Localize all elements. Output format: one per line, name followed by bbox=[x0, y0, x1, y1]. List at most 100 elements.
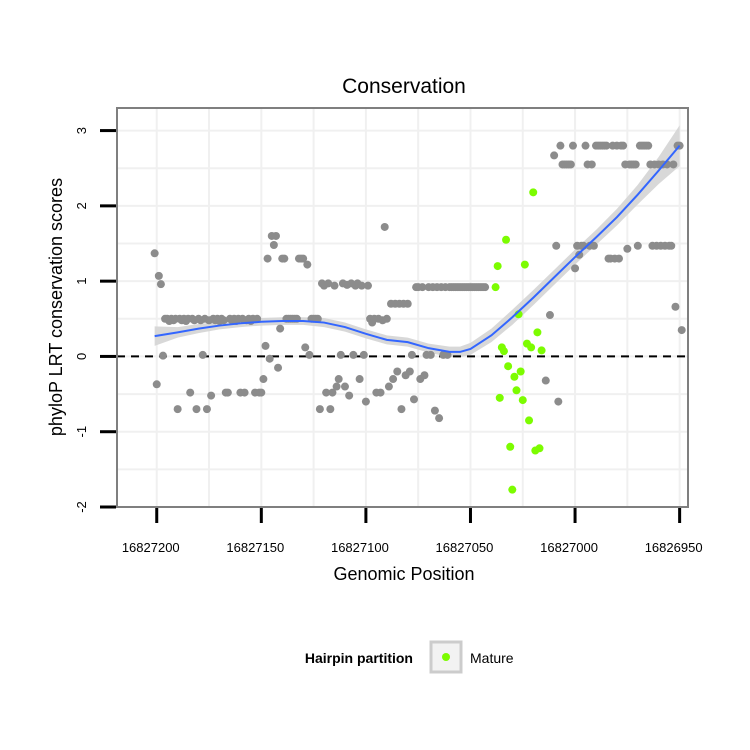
other-point bbox=[430, 406, 439, 415]
other-point bbox=[435, 414, 444, 423]
other-point bbox=[581, 141, 590, 150]
other-point bbox=[614, 254, 623, 263]
other-point bbox=[669, 160, 678, 169]
other-point bbox=[397, 405, 406, 414]
mature-point bbox=[525, 416, 534, 425]
other-point bbox=[361, 397, 370, 406]
other-point bbox=[198, 350, 207, 359]
other-point bbox=[556, 141, 565, 150]
other-point bbox=[154, 271, 163, 280]
y-tick-label: -2 bbox=[74, 501, 89, 513]
x-tick-label: 16827150 bbox=[226, 540, 284, 555]
other-point bbox=[257, 388, 266, 397]
other-point bbox=[481, 283, 490, 292]
other-point bbox=[150, 249, 159, 258]
y-tick-label: 3 bbox=[74, 127, 89, 134]
panel-border bbox=[116, 107, 689, 508]
other-point bbox=[389, 375, 398, 384]
other-point bbox=[301, 343, 310, 352]
x-tick-label: 16827100 bbox=[331, 540, 389, 555]
other-point bbox=[315, 405, 324, 414]
other-point bbox=[340, 382, 349, 391]
other-point bbox=[410, 395, 419, 404]
other-point bbox=[589, 241, 598, 250]
mature-point bbox=[535, 444, 544, 453]
other-point bbox=[322, 388, 331, 397]
other-point bbox=[326, 405, 335, 414]
other-point bbox=[299, 254, 308, 263]
other-point bbox=[633, 241, 642, 250]
y-tick-label: 1 bbox=[74, 278, 89, 285]
other-point bbox=[571, 264, 580, 273]
other-point bbox=[623, 244, 632, 253]
smooth-trend-line bbox=[154, 144, 681, 353]
other-point bbox=[330, 281, 339, 290]
x-tick-label: 16826950 bbox=[645, 540, 703, 555]
other-point bbox=[667, 241, 676, 250]
other-point bbox=[393, 367, 402, 376]
mature-point bbox=[512, 386, 521, 395]
other-point bbox=[355, 375, 364, 384]
other-point bbox=[554, 397, 563, 406]
mature-point bbox=[533, 328, 542, 337]
other-point bbox=[202, 405, 211, 414]
other-point bbox=[382, 314, 391, 323]
mature-point bbox=[537, 346, 546, 355]
axes: 16827200 16827150 16827100 16827050 16827000… bbox=[74, 127, 703, 555]
other-point bbox=[405, 367, 414, 376]
other-point bbox=[305, 350, 314, 359]
other-point bbox=[152, 380, 161, 389]
other-point bbox=[602, 141, 611, 150]
other-point bbox=[644, 141, 653, 150]
other-point bbox=[219, 316, 228, 325]
y-tick-label: 2 bbox=[74, 202, 89, 209]
other-point bbox=[418, 283, 427, 292]
other-point bbox=[192, 405, 201, 414]
other-point bbox=[550, 151, 559, 160]
other-point bbox=[207, 391, 216, 400]
mature-point bbox=[518, 396, 527, 405]
other-point bbox=[426, 350, 435, 359]
mature-point bbox=[516, 367, 525, 376]
mature-point bbox=[506, 442, 515, 451]
mature-point bbox=[491, 283, 500, 292]
mature-point bbox=[510, 372, 519, 381]
other-point bbox=[363, 281, 372, 290]
other-point bbox=[349, 350, 358, 359]
other-point bbox=[671, 302, 680, 311]
legend: Hairpin partition Mature bbox=[305, 640, 514, 674]
other-point bbox=[568, 141, 577, 150]
other-point bbox=[263, 254, 272, 263]
mature-point bbox=[527, 343, 536, 352]
other-point bbox=[420, 371, 429, 380]
other-point bbox=[376, 388, 385, 397]
other-point bbox=[545, 311, 554, 320]
other-point bbox=[334, 375, 343, 384]
other-point bbox=[159, 351, 168, 360]
x-tick-label: 16827000 bbox=[540, 540, 598, 555]
other-point bbox=[575, 250, 584, 259]
other-point bbox=[631, 160, 640, 169]
x-axis-title: Genomic Position bbox=[333, 564, 474, 584]
other-point bbox=[173, 405, 182, 414]
mature-point bbox=[504, 362, 513, 371]
other-point bbox=[359, 350, 368, 359]
y-tick-label: 0 bbox=[74, 353, 89, 360]
other-point bbox=[265, 354, 274, 363]
other-point bbox=[336, 350, 345, 359]
mature-point bbox=[499, 347, 508, 356]
other-point bbox=[186, 388, 195, 397]
other-point bbox=[677, 326, 686, 335]
mature-point bbox=[529, 188, 538, 197]
other-point bbox=[443, 350, 452, 359]
chart-title: Conservation bbox=[342, 75, 466, 98]
other-point bbox=[280, 254, 289, 263]
other-point bbox=[261, 341, 270, 350]
mature-point bbox=[508, 485, 517, 494]
other-point bbox=[384, 382, 393, 391]
mature-point bbox=[495, 393, 504, 402]
y-tick-label: -1 bbox=[74, 426, 89, 438]
other-point bbox=[345, 391, 354, 400]
other-point bbox=[357, 281, 366, 290]
